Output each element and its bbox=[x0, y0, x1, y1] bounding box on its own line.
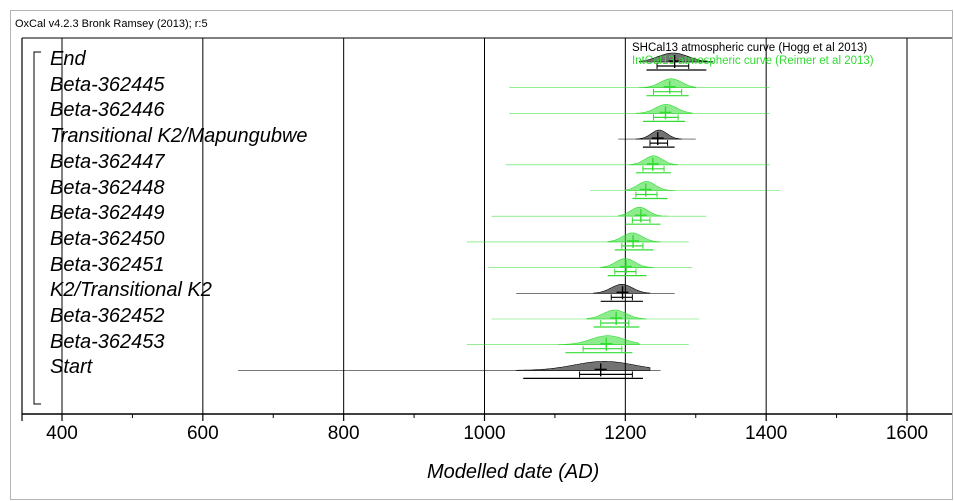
row-transitional-k2-mapungubwe bbox=[618, 129, 696, 148]
row-label-beta-362449: Beta-362449 bbox=[50, 202, 165, 225]
row-label-beta-362451: Beta-362451 bbox=[50, 253, 165, 276]
row-marks bbox=[238, 52, 781, 379]
row-label-beta-362446: Beta-362446 bbox=[50, 99, 165, 122]
x-tick-label-800: 800 bbox=[327, 423, 360, 444]
x-tick-label-600: 600 bbox=[186, 423, 219, 444]
row-beta-362451 bbox=[488, 258, 693, 277]
posterior-distribution bbox=[558, 335, 640, 345]
row-label-beta-362450: Beta-362450 bbox=[50, 227, 165, 250]
posterior-distribution bbox=[515, 361, 651, 371]
posterior-distribution bbox=[607, 232, 661, 243]
row-beta-362446 bbox=[509, 104, 770, 123]
model-bracket-line bbox=[33, 51, 41, 405]
model-bracket bbox=[33, 51, 41, 405]
posterior-distribution bbox=[635, 129, 682, 140]
row-label-beta-362448: Beta-362448 bbox=[50, 176, 165, 199]
posterior-distribution bbox=[635, 104, 693, 114]
x-tick-label-1400: 1400 bbox=[745, 423, 788, 444]
row-label-beta-362452: Beta-362452 bbox=[50, 305, 165, 327]
posterior-distribution bbox=[625, 181, 675, 191]
row-label-end: End bbox=[50, 48, 86, 70]
row-label-transitional-k2-mapungubwe: Transitional K2/Mapungubwe bbox=[50, 125, 308, 148]
posterior-distribution bbox=[618, 206, 668, 217]
row-beta-362452 bbox=[491, 309, 700, 328]
row-end bbox=[639, 52, 714, 71]
posterior-distribution bbox=[639, 78, 697, 88]
row-beta-362447 bbox=[505, 155, 770, 174]
x-axis-label: Modelled date (AD) bbox=[427, 461, 600, 483]
x-tick-label-1200: 1200 bbox=[604, 423, 647, 444]
chart-frame bbox=[10, 10, 953, 500]
row-beta-362453 bbox=[466, 335, 689, 354]
row-label-beta-362447: Beta-362447 bbox=[50, 150, 165, 173]
posterior-distribution bbox=[593, 283, 651, 294]
row-beta-362445 bbox=[509, 78, 770, 97]
row-beta-362450 bbox=[466, 232, 689, 251]
posterior-distribution bbox=[600, 258, 654, 268]
posterior-distribution bbox=[628, 155, 679, 166]
legend-entry-intcal13: IntCal13 atmospheric curve (Reimer et al… bbox=[632, 55, 874, 67]
row-start bbox=[238, 361, 661, 379]
row-label-start: Start bbox=[50, 356, 93, 379]
x-axis bbox=[21, 38, 952, 421]
posterior-distribution bbox=[639, 52, 714, 63]
x-tick-label-1000: 1000 bbox=[463, 423, 506, 444]
row-k2-transitional-k2 bbox=[516, 283, 675, 302]
row-beta-362449 bbox=[491, 206, 707, 225]
legend-entry-shcal13: SHCal13 atmospheric curve (Hogg et al 20… bbox=[632, 42, 868, 54]
x-tick-label-400: 400 bbox=[46, 423, 78, 444]
row-label-beta-362445: Beta-362445 bbox=[50, 73, 165, 96]
row-label-k2-transitional-k2: K2/Transitional K2 bbox=[50, 279, 212, 302]
row-beta-362448 bbox=[590, 181, 781, 200]
grid-lines bbox=[22, 37, 952, 414]
chart-header: OxCal v4.2.3 Bronk Ramsey (2013); r:5 bbox=[15, 18, 208, 30]
x-tick-label-1600: 1600 bbox=[885, 423, 929, 444]
row-label-beta-362453: Beta-362453 bbox=[50, 330, 165, 353]
